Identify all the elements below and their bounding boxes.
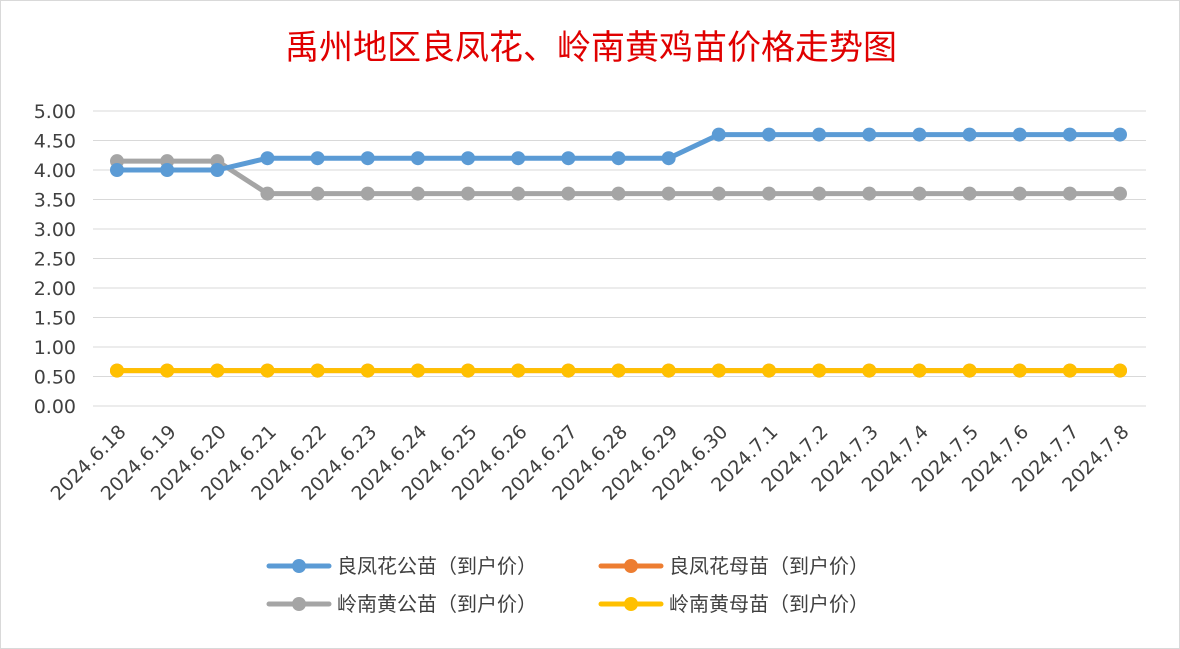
data-point — [410, 186, 425, 201]
data-point — [410, 151, 425, 166]
data-point — [812, 127, 827, 142]
data-point — [561, 363, 576, 378]
data-point — [962, 127, 977, 142]
legend-item: 良凤花公苗（到户价） — [266, 554, 537, 578]
data-point — [912, 363, 927, 378]
data-point — [661, 151, 676, 166]
chart-title: 禹州地区良凤花、岭南黄鸡苗价格走势图 — [285, 28, 897, 68]
data-point — [661, 363, 676, 378]
y-tick-label: 4.00 — [34, 160, 76, 182]
data-point — [310, 186, 325, 201]
y-tick-label: 1.00 — [34, 337, 76, 359]
data-point — [410, 363, 425, 378]
data-point — [511, 186, 526, 201]
data-point — [1012, 363, 1027, 378]
data-point — [711, 363, 726, 378]
data-point — [1113, 363, 1127, 378]
data-point — [1062, 186, 1077, 201]
legend-label: 良凤花公苗（到户价） — [337, 554, 537, 578]
series-2 — [110, 154, 1127, 201]
data-point — [611, 363, 626, 378]
data-point — [310, 151, 325, 166]
y-tick-label: 0.00 — [34, 396, 76, 418]
legend-item: 岭南黄母苗（到户价） — [598, 592, 869, 616]
series-lines — [110, 127, 1127, 378]
data-point — [862, 363, 877, 378]
y-tick-label: 3.00 — [34, 219, 76, 241]
y-tick-label: 2.50 — [34, 249, 76, 271]
data-point — [912, 127, 927, 142]
data-point — [812, 363, 827, 378]
data-point — [761, 127, 776, 142]
legend-swatch-marker — [292, 559, 306, 573]
data-point — [812, 186, 827, 201]
data-point — [210, 163, 225, 177]
legend: 良凤花公苗（到户价） 良凤花母苗（到户价） 岭南黄公苗（到户价） 岭南黄母苗（到户价） — [266, 554, 869, 616]
data-point — [461, 151, 476, 166]
legend-label: 岭南黄公苗（到户价） — [337, 592, 537, 616]
data-point — [310, 363, 325, 378]
data-point — [962, 363, 977, 378]
series-3 — [110, 363, 1127, 378]
data-point — [1012, 127, 1027, 142]
data-point — [360, 363, 375, 378]
legend-swatch-marker — [624, 597, 638, 611]
legend-label: 岭南黄母苗（到户价） — [669, 592, 869, 616]
data-point — [611, 186, 626, 201]
data-point — [1012, 186, 1027, 201]
data-point — [360, 186, 375, 201]
data-point — [661, 186, 676, 201]
data-point — [110, 163, 124, 177]
data-point — [862, 127, 877, 142]
data-point — [511, 363, 526, 378]
series-0 — [110, 127, 1127, 177]
data-point — [1062, 363, 1077, 378]
data-point — [360, 151, 375, 166]
data-point — [260, 186, 275, 201]
legend-label: 良凤花母苗（到户价） — [669, 554, 869, 578]
x-axis: 2024.6.182024.6.192024.6.202024.6.212024… — [47, 421, 1134, 505]
data-point — [611, 151, 626, 166]
data-point — [761, 186, 776, 201]
data-point — [1113, 186, 1127, 201]
data-point — [862, 186, 877, 201]
data-point — [461, 363, 476, 378]
y-tick-label: 4.50 — [34, 131, 76, 153]
y-tick-label: 2.00 — [34, 278, 76, 300]
data-point — [711, 127, 726, 142]
data-point — [761, 363, 776, 378]
legend-item: 岭南黄公苗（到户价） — [266, 592, 537, 616]
data-point — [1062, 127, 1077, 142]
y-tick-label: 0.50 — [34, 367, 76, 389]
data-point — [260, 151, 275, 166]
legend-swatch-marker — [292, 597, 306, 611]
legend-item: 良凤花母苗（到户价） — [598, 554, 869, 578]
data-point — [210, 363, 225, 378]
data-point — [962, 186, 977, 201]
data-point — [511, 151, 526, 166]
legend-swatch-marker — [624, 559, 638, 573]
data-point — [912, 186, 927, 201]
y-tick-label: 1.50 — [34, 308, 76, 330]
data-point — [561, 151, 576, 166]
data-point — [1113, 127, 1127, 142]
data-point — [461, 186, 476, 201]
data-point — [561, 186, 576, 201]
y-tick-label: 5.00 — [34, 101, 76, 123]
y-tick-label: 3.50 — [34, 190, 76, 212]
data-point — [160, 163, 175, 177]
y-axis: 0.00 0.50 1.00 1.50 2.00 2.50 3.00 3.50 4.00 4.50… — [34, 101, 76, 418]
data-point — [160, 363, 175, 378]
data-point — [711, 186, 726, 201]
data-point — [110, 363, 124, 378]
data-point — [260, 363, 275, 378]
